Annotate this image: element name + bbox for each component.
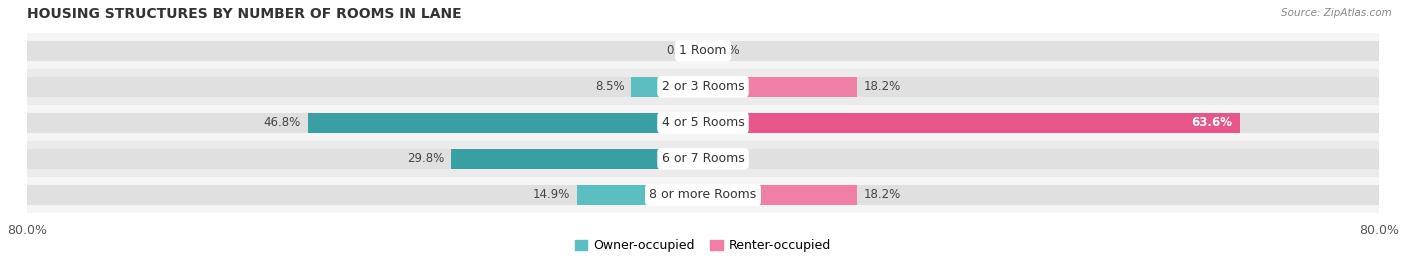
Bar	[27, 69, 1379, 105]
Text: 2 or 3 Rooms: 2 or 3 Rooms	[662, 80, 744, 93]
Text: 0.0%: 0.0%	[710, 44, 740, 57]
Bar	[27, 185, 1379, 205]
Text: 29.8%: 29.8%	[408, 152, 444, 165]
Text: 14.9%: 14.9%	[533, 188, 571, 201]
Bar	[27, 141, 1379, 177]
Bar	[27, 177, 1379, 213]
Legend: Owner-occupied, Renter-occupied: Owner-occupied, Renter-occupied	[569, 234, 837, 257]
Bar	[27, 113, 1379, 133]
Text: 0.0%: 0.0%	[666, 44, 696, 57]
Bar	[27, 77, 1379, 97]
Text: 18.2%: 18.2%	[863, 188, 901, 201]
Bar	[631, 77, 703, 97]
Text: 1 Room: 1 Room	[679, 44, 727, 57]
Text: 6 or 7 Rooms: 6 or 7 Rooms	[662, 152, 744, 165]
Bar	[451, 149, 703, 169]
Bar	[27, 41, 1379, 61]
Text: 0.0%: 0.0%	[710, 152, 740, 165]
Text: 8.5%: 8.5%	[595, 80, 624, 93]
Bar	[703, 77, 856, 97]
Text: Source: ZipAtlas.com: Source: ZipAtlas.com	[1281, 8, 1392, 18]
Bar	[308, 113, 703, 133]
Bar	[27, 105, 1379, 141]
Text: 46.8%: 46.8%	[263, 116, 301, 129]
Text: 4 or 5 Rooms: 4 or 5 Rooms	[662, 116, 744, 129]
Bar	[27, 33, 1379, 69]
Bar	[703, 113, 1240, 133]
Text: 8 or more Rooms: 8 or more Rooms	[650, 188, 756, 201]
Text: 63.6%: 63.6%	[1191, 116, 1232, 129]
Text: HOUSING STRUCTURES BY NUMBER OF ROOMS IN LANE: HOUSING STRUCTURES BY NUMBER OF ROOMS IN…	[27, 7, 461, 21]
Bar	[576, 185, 703, 205]
Bar	[703, 185, 856, 205]
Bar	[27, 149, 1379, 169]
Text: 18.2%: 18.2%	[863, 80, 901, 93]
